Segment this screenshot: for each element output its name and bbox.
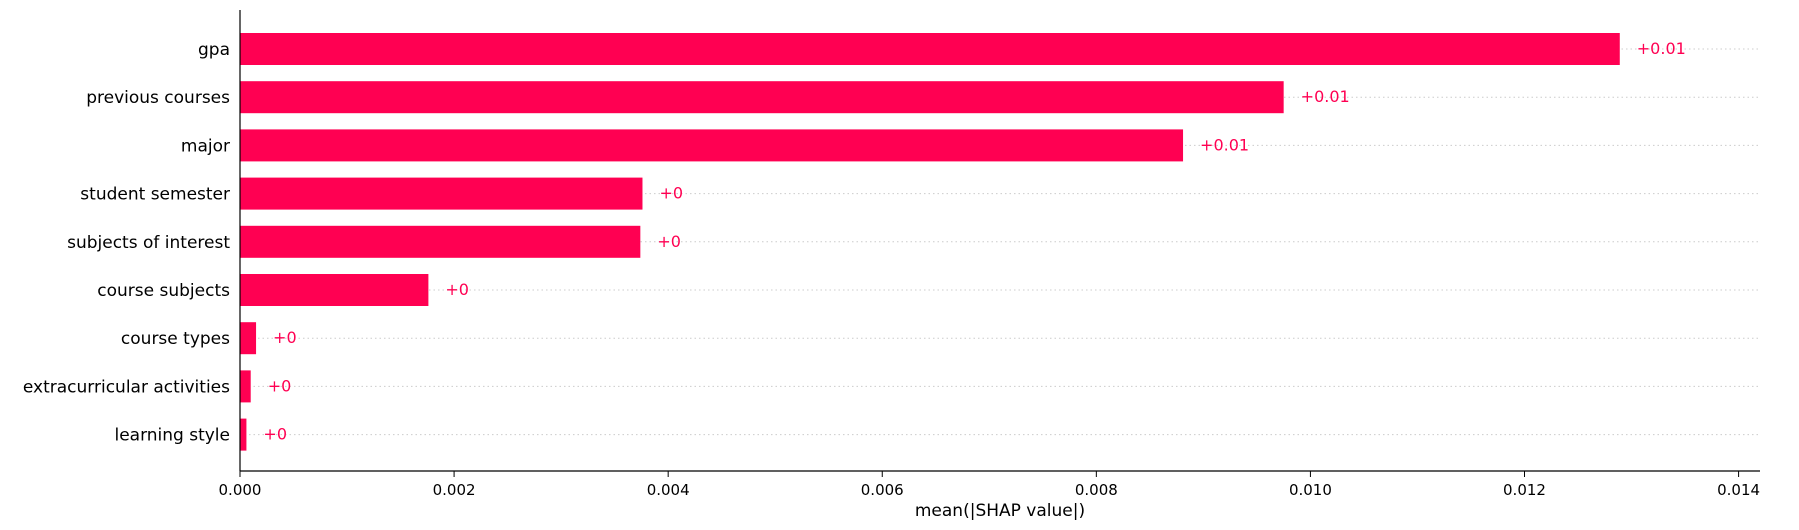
category-label: learning style	[114, 426, 230, 446]
bar-course-subjects	[240, 274, 429, 306]
bar-major	[240, 129, 1184, 162]
bar-previous-courses	[240, 81, 1284, 114]
category-label: course types	[121, 329, 230, 349]
data-label: +0	[659, 184, 683, 203]
bar-subjects-of-interest	[240, 225, 641, 258]
bars	[240, 33, 1620, 451]
data-label: +0.01	[1637, 39, 1686, 58]
bar-extracurricular-activities	[240, 370, 251, 403]
data-label: +0	[268, 376, 292, 395]
category-label: subjects of interest	[67, 233, 230, 253]
x-tick-label: 0.010	[1289, 481, 1332, 499]
category-label: previous courses	[86, 88, 230, 108]
x-tick-label: 0.014	[1717, 481, 1760, 499]
data-label: +0	[273, 328, 297, 347]
axes	[239, 10, 1760, 472]
category-label: student semester	[80, 185, 230, 205]
data-label: +0	[657, 232, 681, 251]
data-label: +0	[445, 280, 469, 299]
x-axis-title: mean(|SHAP value|)	[915, 501, 1085, 521]
data-label: +0.01	[1301, 87, 1350, 106]
x-tick-label: 0.004	[647, 481, 690, 499]
x-tick-label: 0.006	[861, 481, 904, 499]
x-tick-label: 0.008	[1075, 481, 1118, 499]
bar-course-types	[240, 322, 257, 355]
category-label: gpa	[198, 40, 230, 60]
bar-gpa	[240, 33, 1620, 65]
data-label: +0.01	[1200, 135, 1249, 154]
category-label: course subjects	[97, 281, 230, 301]
bar-learning-style	[240, 418, 247, 451]
category-label: extracurricular activities	[23, 377, 230, 397]
x-tick-label: 0.002	[433, 481, 476, 499]
category-label: major	[181, 136, 230, 156]
data-labels: +0.01 +0.01 +0.01 +0 +0 +0 +0 +0 +0	[263, 39, 1685, 444]
category-labels: gpa previous courses major student semester…	[23, 40, 230, 446]
data-label: +0	[263, 425, 287, 444]
x-tick-label: 0.012	[1503, 481, 1546, 499]
x-axis-ticks: 0.000 0.002 0.004 0.006 0.008 0.010 0.012 0.014	[219, 471, 1760, 499]
x-tick-label: 0.000	[219, 481, 262, 499]
bar-student-semester	[240, 177, 643, 210]
